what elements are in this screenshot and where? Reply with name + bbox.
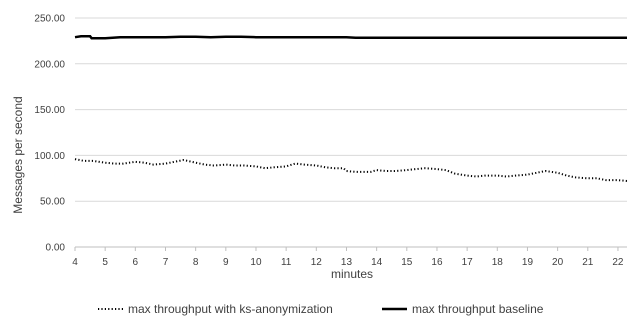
series-line-ks-anonymization bbox=[74, 158, 628, 182]
x-tick-label: 13 bbox=[341, 257, 353, 268]
legend-label-baseline: max throughput baseline bbox=[412, 302, 544, 316]
y-tick-label: 0.00 bbox=[46, 243, 66, 254]
y-tick-label: 200.00 bbox=[34, 59, 65, 70]
x-axis-title: minutes bbox=[331, 267, 373, 281]
x-tick-label: 22 bbox=[612, 257, 624, 268]
x-tick-label: 5 bbox=[102, 257, 108, 268]
y-tick-label: 250.00 bbox=[34, 14, 65, 25]
x-tick-label: 15 bbox=[401, 257, 413, 268]
x-tick-label: 12 bbox=[311, 257, 323, 268]
series-line-baseline bbox=[74, 35, 627, 40]
x-tick-label: 9 bbox=[223, 257, 229, 268]
y-tick-label: 100.00 bbox=[34, 151, 65, 162]
x-tick-label: 16 bbox=[431, 257, 443, 268]
x-tick-label: 8 bbox=[193, 257, 199, 268]
x-tick-label: 6 bbox=[133, 257, 139, 268]
gridlines bbox=[74, 17, 627, 251]
x-tick-label: 7 bbox=[163, 257, 169, 268]
y-tick-labels: 0.00 50.00 100.00 150.00 200.00 250.00 bbox=[34, 14, 65, 254]
x-tick-label: 11 bbox=[281, 257, 292, 268]
y-tick-label: 150.00 bbox=[34, 105, 65, 116]
x-tick-label: 4 bbox=[72, 257, 78, 268]
legend: max throughput with ks-anonymization max… bbox=[98, 302, 544, 316]
x-tick-labels: 4 5 6 7 8 9 10 11 12 13 14 15 16 17 18 19 20 21 22 bbox=[72, 257, 624, 268]
x-tick-label: 19 bbox=[522, 257, 534, 268]
legend-label-ks-anonymization: max throughput with ks-anonymization bbox=[128, 302, 333, 316]
x-tick-label: 18 bbox=[492, 257, 504, 268]
series-lines bbox=[74, 35, 628, 182]
x-tick-label: 21 bbox=[582, 257, 594, 268]
x-tick-label: 10 bbox=[250, 257, 262, 268]
y-axis-title: Messages per second bbox=[11, 96, 25, 213]
x-tick-label: 17 bbox=[462, 257, 474, 268]
x-tick-label: 20 bbox=[552, 257, 564, 268]
x-tick-label: 14 bbox=[371, 257, 383, 268]
y-tick-label: 50.00 bbox=[40, 197, 65, 208]
